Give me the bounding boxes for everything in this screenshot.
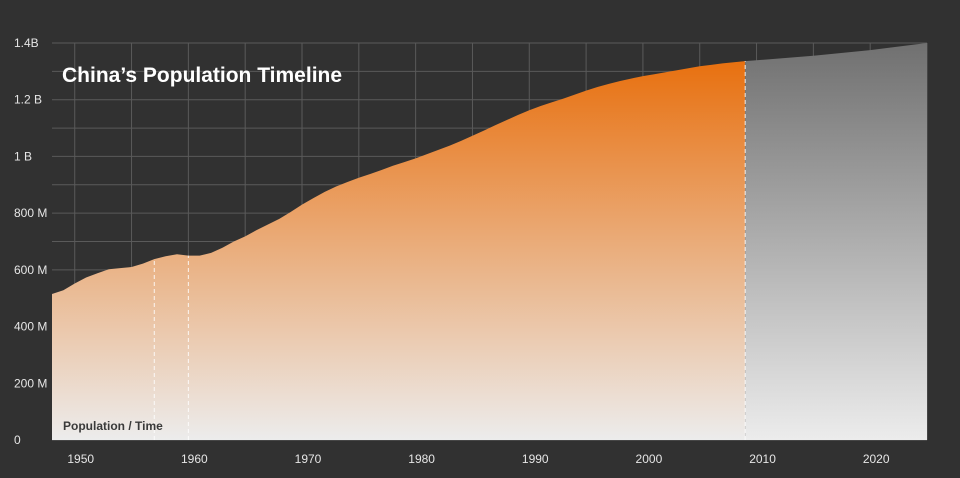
y-tick-label: 800 M — [14, 206, 47, 220]
series-area-0 — [52, 61, 746, 441]
y-tick-label: 1 B — [14, 149, 32, 163]
series-area-1 — [745, 43, 927, 440]
x-tick-label: 1980 — [408, 452, 435, 466]
x-axis: 1950 1960 1970 1980 1990 2000 2010 2020 — [67, 452, 889, 466]
marker-lines — [153, 61, 746, 440]
x-tick-label: 1950 — [67, 452, 94, 466]
x-tick-label: 1970 — [295, 452, 322, 466]
series-areas — [52, 43, 927, 441]
y-tick-label: 1.4B — [14, 36, 39, 50]
y-tick-label: 0 — [14, 433, 21, 447]
x-tick-label: 2010 — [749, 452, 776, 466]
chart-title: China’s Population Timeline — [62, 64, 342, 87]
x-tick-label: 2020 — [863, 452, 890, 466]
y-tick-label: 200 M — [14, 376, 47, 390]
y-tick-label: 1.2 B — [14, 93, 42, 107]
x-tick-label: 2000 — [636, 452, 663, 466]
y-axis: 0 200 M 400 M 600 M 800 M 1 B 1.2 B 1.4B — [14, 36, 47, 447]
y-axis-label: Population / Time — [63, 419, 163, 433]
y-tick-label: 600 M — [14, 263, 47, 277]
x-tick-label: 1990 — [522, 452, 549, 466]
y-tick-label: 400 M — [14, 320, 47, 334]
x-tick-label: 1960 — [181, 452, 208, 466]
